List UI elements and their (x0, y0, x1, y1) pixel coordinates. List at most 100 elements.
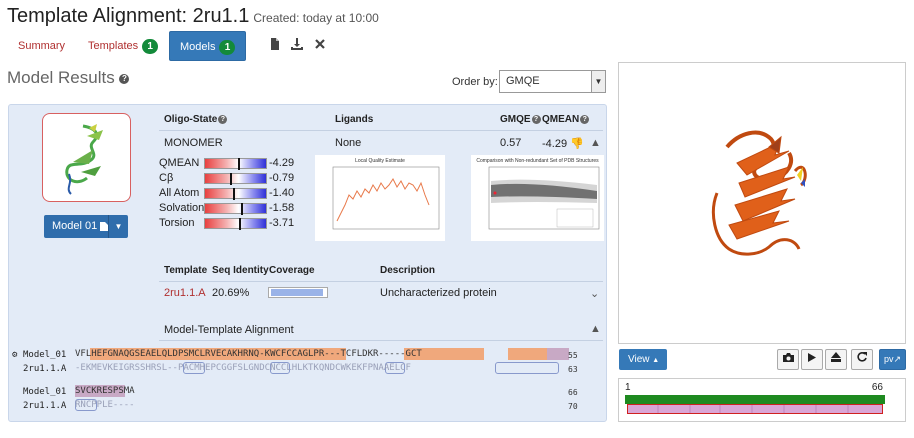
model-results-heading: Model Results ? (7, 68, 130, 88)
model-sequence: VFLHEFGNAQGSEAELQLDPSMCLRVECAKHRNQ-KWCFC… (75, 348, 569, 360)
qmean-value: -4.29 👎 (542, 138, 584, 150)
chevron-up-icon[interactable]: ▲ (590, 323, 601, 335)
quality-row: All Atom -1.40 (159, 187, 299, 200)
quality-label: Solvation (159, 202, 205, 214)
quality-marker (239, 218, 241, 230)
quality-bar (204, 218, 267, 230)
local-quality-plot[interactable]: Local Quality Estimate (315, 155, 445, 241)
download-icon[interactable] (291, 38, 303, 52)
model-thumbnail[interactable] (42, 113, 131, 202)
created-timestamp: Created: today at 10:00 (253, 11, 379, 25)
pv-viewer-button[interactable]: pv↗ (879, 349, 906, 370)
quality-value: -4.29 (269, 157, 295, 169)
column-seq-identity: Seq Identity (212, 265, 269, 276)
chevron-up-icon[interactable]: ▲ (590, 137, 601, 149)
help-icon[interactable]: ? (119, 73, 130, 84)
helix-segment (183, 362, 205, 374)
template-row-label: 2ru1.1.A (23, 364, 67, 374)
column-ligands: Ligands (335, 114, 374, 125)
template-row-label: 2ru1.1.A (23, 401, 67, 411)
quality-value: -1.40 (269, 187, 295, 199)
oligo-state-value: MONOMER (164, 137, 223, 149)
column-coverage: Coverage (269, 265, 315, 276)
column-description: Description (380, 265, 436, 276)
helix-segment (75, 399, 97, 411)
model-01-button[interactable]: Model 01 ▼ (44, 215, 128, 238)
quality-label: Cβ (159, 172, 174, 184)
template-sequence: -EKMEVKEIGRSSHRSL--PACMHEPCGGFSLGNDCNCCL… (75, 362, 565, 374)
model-row-label: Model_01 (23, 387, 67, 397)
file-icon (100, 221, 109, 231)
play-icon[interactable] (801, 349, 823, 370)
model-panel: Model 01 ▼ Oligo-State? Ligands GMQE? QM… (8, 104, 607, 422)
quality-label: Torsion (159, 217, 195, 229)
order-by-select[interactable]: GMQE ▼ (499, 70, 606, 93)
template-sequence: RNCPPLE---- (75, 399, 135, 411)
plot-title: Comparison with Non-redundant Set of PDB… (476, 158, 599, 164)
quality-label: All Atom (159, 187, 200, 199)
model-end-position: 66 (568, 388, 578, 397)
models-count-badge: 1 (219, 40, 236, 55)
chevron-down-icon: ▼ (591, 71, 605, 92)
quality-label: QMEAN (159, 157, 200, 169)
quality-bar (204, 203, 267, 215)
file-icon[interactable] (269, 38, 281, 52)
alignment-title: Model-Template Alignment (164, 324, 294, 336)
tab-models[interactable]: Models 1 (169, 31, 246, 61)
plot-title: Local Quality Estimate (355, 158, 405, 164)
model-end-position: 55 (568, 351, 578, 360)
view-button[interactable]: View ▲ (619, 349, 667, 370)
helix-segment (270, 362, 290, 374)
order-by-label: Order by: (452, 76, 498, 88)
gmqe-value: 0.57 (500, 137, 522, 149)
tab-templates[interactable]: Templates 1 (78, 31, 168, 61)
divider (159, 340, 603, 341)
eject-icon[interactable] (825, 349, 847, 370)
aligned-segment (75, 385, 125, 397)
quality-marker (238, 158, 240, 170)
close-icon[interactable] (314, 38, 326, 52)
help-icon[interactable]: ? (218, 114, 228, 124)
tab-summary[interactable]: Summary (18, 40, 66, 52)
column-template: Template (164, 265, 208, 276)
templates-count-badge: 1 (142, 39, 159, 54)
description-value: Uncharacterized protein (380, 287, 497, 299)
external-link-icon: ↗ (893, 354, 902, 364)
quality-bar (204, 188, 267, 200)
quality-marker (233, 188, 235, 200)
quality-row: Torsion -3.71 (159, 217, 299, 230)
help-icon[interactable]: ? (580, 114, 590, 124)
column-oligo-state: Oligo-State? (164, 114, 228, 125)
divider (159, 281, 603, 282)
chevron-down-icon[interactable]: ⌄ (590, 288, 600, 300)
settings-icon[interactable]: ⚙ (12, 350, 18, 360)
page-title: Template Alignment: 2ru1.1 Created: today… (7, 5, 379, 27)
quality-value: -1.58 (269, 202, 295, 214)
column-gmqe: GMQE? (500, 114, 541, 125)
quality-row: QMEAN -4.29 (159, 157, 299, 170)
template-coverage-bar (627, 404, 883, 414)
quality-bar (204, 173, 267, 185)
aligned-segment (547, 348, 569, 360)
chevron-down-icon[interactable]: ▼ (108, 215, 128, 238)
template-link[interactable]: 2ru1.1.A (164, 287, 206, 299)
quality-row: Solvation -1.58 (159, 202, 299, 215)
sequence-coverage-map[interactable]: 1 66 (618, 378, 906, 422)
comparison-plot[interactable]: Comparison with Non-redundant Set of PDB… (471, 155, 604, 241)
range-end: 66 (871, 382, 883, 393)
template-end-position: 63 (568, 365, 578, 374)
divider (159, 130, 603, 131)
ligands-value: None (335, 137, 362, 149)
template-end-position: 70 (568, 402, 578, 411)
thumbs-down-icon: 👎 (570, 138, 584, 150)
quality-row: Cβ -0.79 (159, 172, 299, 185)
help-icon[interactable]: ? (531, 114, 541, 124)
camera-icon[interactable] (777, 349, 799, 370)
model-row-label: Model_01 (23, 350, 67, 360)
structure-viewer[interactable] (618, 62, 906, 344)
coverage-fill (271, 289, 323, 296)
quality-marker (230, 173, 232, 185)
range-start: 1 (625, 382, 631, 393)
refresh-icon[interactable] (851, 349, 873, 370)
helix-segment (385, 362, 405, 374)
